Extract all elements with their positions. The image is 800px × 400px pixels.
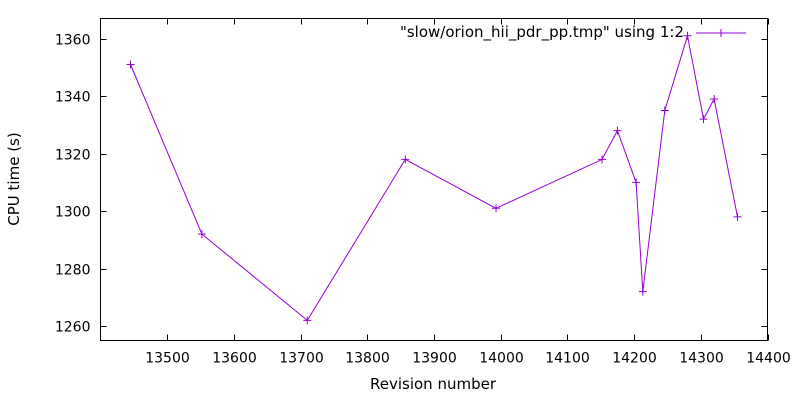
y-tick-label: 1320 (55, 148, 91, 164)
data-point-marker (613, 126, 622, 135)
legend: "slow/orion_hii_pdr_pp.tmp" using 1:2 (400, 23, 746, 42)
plot-frame (100, 18, 768, 341)
y-axis: 1260 1280 1300 1320 1340 1360 (55, 33, 768, 336)
data-point-marker (710, 95, 719, 103)
y-tick-label: 1340 (55, 90, 91, 106)
data-point-marker (632, 178, 641, 187)
x-axis: 13500 13600 13700 13800 13900 14000 14100 14200… (145, 18, 791, 367)
series-markers (126, 31, 742, 325)
data-point-marker (492, 204, 501, 213)
y-tick-label: 1260 (55, 320, 91, 336)
legend-plus-marker (717, 29, 725, 37)
x-tick-label: 14000 (479, 351, 524, 367)
data-point-marker (126, 60, 135, 69)
data-point-marker (303, 316, 312, 325)
x-tick-label: 14200 (612, 351, 657, 367)
x-tick-label: 13900 (412, 351, 457, 367)
x-tick-label: 14300 (679, 351, 724, 367)
x-tick-label: 13700 (279, 351, 324, 367)
y-tick-label: 1300 (55, 205, 91, 221)
x-axis-title: Revision number (370, 375, 497, 393)
y-axis-title: CPU time (s) (5, 132, 23, 225)
data-point-marker (733, 212, 742, 221)
data-point-marker (699, 115, 708, 124)
series-line (130, 35, 738, 322)
y-tick-label: 1360 (55, 33, 91, 49)
x-tick-label: 13500 (145, 351, 190, 367)
legend-marker (717, 29, 725, 37)
data-point-marker (598, 155, 607, 164)
x-tick-label: 13800 (345, 351, 390, 367)
data-point-marker (660, 106, 669, 115)
data-point-marker (197, 230, 206, 239)
data-point-marker (683, 31, 692, 40)
data-point-marker (638, 287, 647, 296)
data-point-marker (401, 155, 410, 164)
x-tick-label: 13600 (212, 351, 257, 367)
x-tick-label: 14100 (545, 351, 590, 367)
legend-label: "slow/orion_hii_pdr_pp.tmp" using 1:2 (400, 23, 684, 42)
x-tick-label: 14400 (746, 351, 791, 367)
y-tick-label: 1280 (55, 263, 91, 279)
